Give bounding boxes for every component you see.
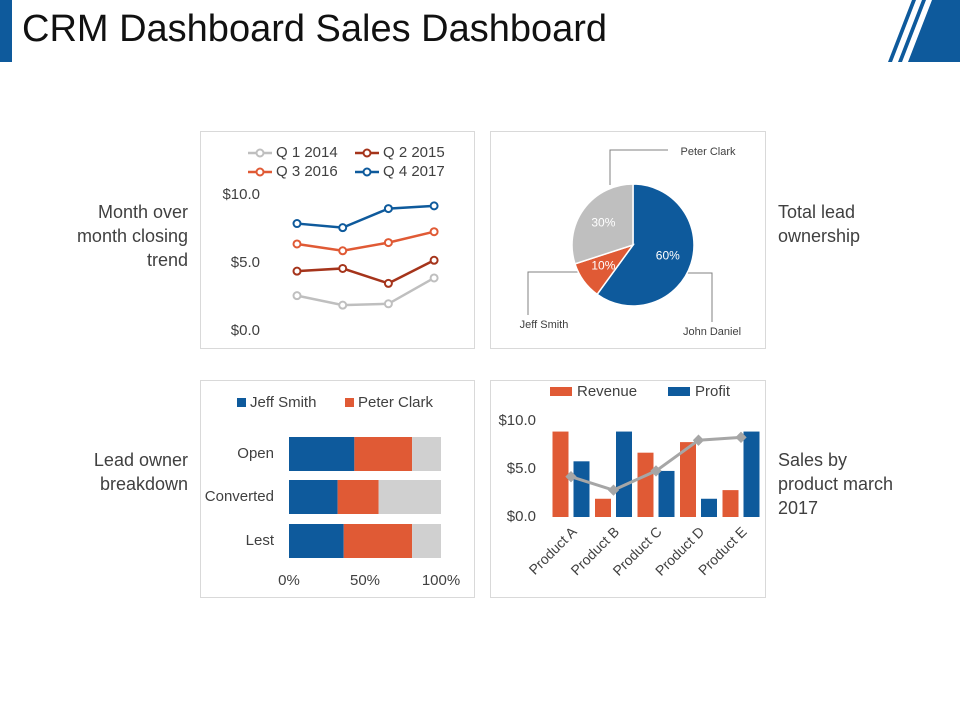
slice-label: 10% bbox=[591, 259, 615, 273]
point-marker bbox=[292, 291, 302, 301]
point-marker bbox=[429, 227, 439, 237]
panel bbox=[490, 131, 766, 349]
point-marker bbox=[429, 273, 439, 283]
y-tick-label: Converted bbox=[205, 488, 274, 505]
legend-swatch bbox=[668, 387, 690, 396]
point-marker bbox=[338, 300, 348, 310]
point-marker bbox=[292, 239, 302, 249]
y-tick-label: $0.0 bbox=[507, 508, 536, 525]
bar-segment bbox=[289, 480, 338, 514]
legend-marker bbox=[362, 148, 372, 158]
legend-marker bbox=[255, 148, 265, 158]
y-tick-label: $0.0 bbox=[231, 322, 260, 339]
series-line bbox=[296, 230, 435, 253]
bar-segment bbox=[412, 437, 441, 471]
point-marker bbox=[338, 263, 348, 273]
point-marker bbox=[650, 465, 662, 477]
panel bbox=[200, 131, 475, 349]
point-marker bbox=[692, 434, 705, 446]
x-tick-label: 50% bbox=[350, 572, 380, 589]
page-title: CRM Dashboard Sales Dashboard bbox=[22, 8, 608, 50]
point-marker bbox=[735, 431, 747, 443]
x-tick-label: 0% bbox=[278, 572, 300, 589]
legend-swatch bbox=[550, 387, 572, 396]
legend-marker bbox=[362, 167, 372, 177]
bar bbox=[595, 498, 611, 517]
point-marker bbox=[383, 204, 393, 214]
bar-segment bbox=[289, 437, 355, 471]
category-label: John Daniel bbox=[683, 326, 741, 338]
bar bbox=[573, 461, 590, 517]
bar bbox=[658, 470, 675, 517]
panel bbox=[490, 380, 766, 598]
legend-label: Q 4 2017 bbox=[383, 163, 445, 180]
bar bbox=[637, 452, 654, 517]
header-stripe bbox=[888, 0, 916, 62]
series-line bbox=[296, 259, 435, 285]
category-label: Peter Clark bbox=[680, 146, 736, 158]
y-tick-label: $5.0 bbox=[231, 254, 260, 271]
point-marker bbox=[292, 219, 302, 229]
legend-label: Revenue bbox=[577, 383, 637, 400]
bar-segment bbox=[354, 437, 413, 471]
legend-swatch bbox=[345, 398, 354, 407]
legend-label: Q 2 2015 bbox=[383, 144, 445, 161]
series-line bbox=[296, 204, 435, 229]
bar-segment bbox=[378, 480, 441, 514]
bar-segment bbox=[412, 524, 441, 558]
pie-slice bbox=[596, 183, 695, 307]
header-bar bbox=[0, 0, 12, 62]
point-marker bbox=[383, 238, 393, 248]
caption: Sales by product march 2017 bbox=[778, 450, 894, 518]
pie-slice bbox=[571, 183, 634, 265]
point-marker bbox=[565, 471, 577, 483]
series-line bbox=[570, 435, 742, 492]
y-tick-label: $10.0 bbox=[498, 412, 536, 429]
bar-segment bbox=[289, 524, 344, 558]
bar bbox=[722, 490, 739, 517]
slice-label: 30% bbox=[591, 216, 615, 230]
slice-label: 60% bbox=[656, 248, 680, 262]
legend-label: Q 1 2014 bbox=[276, 144, 338, 161]
bar bbox=[680, 442, 696, 517]
legend-label: Jeff Smith bbox=[250, 394, 316, 411]
caption: Lead owner breakdown bbox=[93, 450, 188, 494]
caption: Total lead ownership bbox=[778, 202, 861, 246]
y-tick-label: $5.0 bbox=[507, 460, 536, 477]
leader-line bbox=[609, 149, 668, 185]
leader-line bbox=[527, 271, 578, 315]
y-tick-label: Lest bbox=[246, 532, 275, 549]
category-label: Jeff Smith bbox=[520, 319, 569, 331]
bar bbox=[743, 431, 760, 517]
legend-label: Q 3 2016 bbox=[276, 163, 338, 180]
legend-label: Profit bbox=[695, 383, 731, 400]
bar-segment bbox=[343, 524, 413, 558]
point-marker bbox=[338, 223, 348, 233]
y-tick-label: Open bbox=[237, 445, 274, 462]
point-marker bbox=[292, 266, 302, 276]
x-tick-label: 100% bbox=[422, 572, 460, 589]
caption: Month over month closing trend bbox=[76, 202, 188, 270]
point-marker bbox=[383, 299, 393, 309]
bar bbox=[552, 431, 569, 517]
bar bbox=[616, 431, 632, 517]
point-marker bbox=[383, 278, 393, 288]
point-marker bbox=[607, 484, 620, 496]
y-tick-label: $10.0 bbox=[222, 186, 260, 203]
point-marker bbox=[429, 255, 439, 265]
panel bbox=[200, 380, 475, 598]
point-marker bbox=[338, 246, 348, 256]
header-stripe bbox=[898, 0, 926, 62]
bar-segment bbox=[337, 480, 379, 514]
point-marker bbox=[429, 201, 439, 211]
legend-label: Peter Clark bbox=[358, 394, 434, 411]
legend-marker bbox=[255, 167, 265, 177]
series-line bbox=[296, 276, 435, 307]
leader-line bbox=[685, 272, 713, 322]
bar bbox=[701, 498, 717, 517]
header-block bbox=[908, 0, 960, 62]
legend-swatch bbox=[237, 398, 246, 407]
